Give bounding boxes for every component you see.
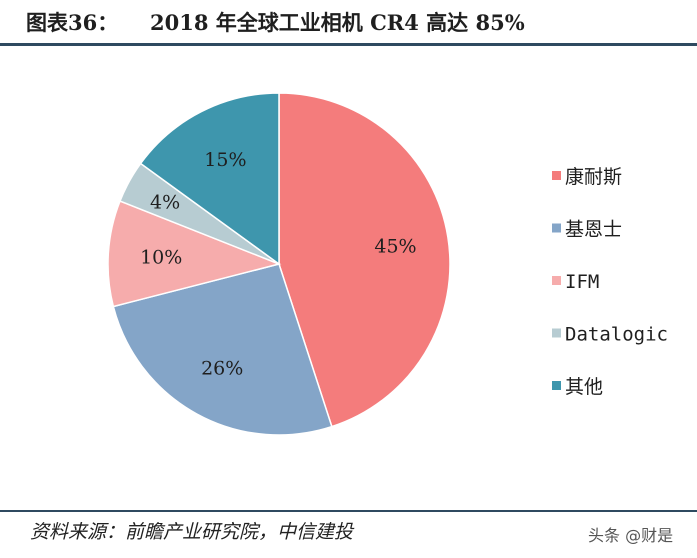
figure-label: 图表36： <box>26 10 119 35</box>
slice-label-4: 15% <box>204 149 246 171</box>
title-bar: 图表36： 2018 年全球工业相机 CR4 高达 85% <box>0 0 697 44</box>
pie-slice-labels: 45% 26% 10% 4% 15% <box>140 149 417 380</box>
legend-swatch-4 <box>552 381 561 390</box>
legend-label-3: Datalogic <box>565 324 668 346</box>
pie-slices <box>107 92 451 436</box>
pie-slice-0 <box>278 92 451 428</box>
top-rule <box>0 43 697 46</box>
legend-label-0: 康耐斯 <box>565 166 622 188</box>
pie-slice-4 <box>139 92 280 266</box>
chart-title: 2018 年全球工业相机 CR4 高达 85% <box>150 10 525 35</box>
bottom-rule <box>0 510 697 512</box>
slice-label-3: 4% <box>150 191 180 213</box>
pie-slice-2 <box>107 200 282 308</box>
watermark: 头条 @财是 <box>588 526 674 545</box>
legend-swatch-0 <box>552 171 561 180</box>
legend-label-4: 其他 <box>565 376 603 398</box>
slice-label-2: 10% <box>140 247 182 269</box>
slice-label-1: 26% <box>201 357 243 379</box>
pie-slice-1 <box>112 263 333 436</box>
legend-label-2: IFM <box>565 271 599 293</box>
legend-label-1: 基恩士 <box>565 219 622 241</box>
legend-swatch-3 <box>552 328 561 338</box>
legend-swatch-2 <box>552 276 561 285</box>
legend-swatch-1 <box>552 223 561 233</box>
source-note: 资料来源：前瞻产业研究院，中信建投 <box>30 521 354 543</box>
slice-label-0: 45% <box>374 236 416 258</box>
